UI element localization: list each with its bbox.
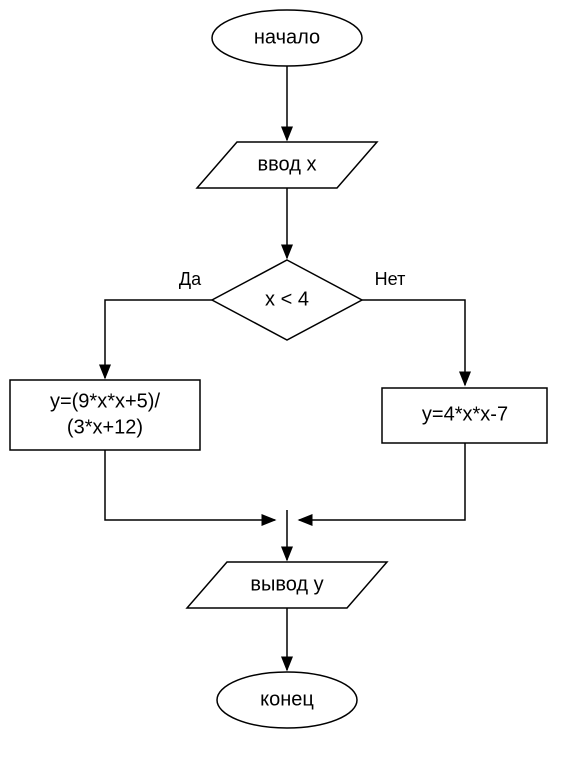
output-label: вывод y	[250, 573, 323, 595]
input-label: ввод x	[258, 153, 317, 175]
start-label: начало	[254, 26, 320, 48]
process-no-label: y=4*x*x-7	[422, 403, 508, 425]
yes-label: Да	[179, 269, 202, 289]
process-yes-label2: (3*x+12)	[67, 416, 143, 438]
edge-decision-no	[362, 300, 465, 385]
no-label: Нет	[375, 269, 406, 289]
end-label: конец	[260, 688, 314, 710]
edge-decision-yes	[105, 300, 212, 378]
process-yes-label1: y=(9*x*x+5)/	[50, 390, 160, 412]
decision-label: x < 4	[265, 288, 309, 310]
flowchart-svg: начало ввод x x < 4 Да Нет y=(9*x*x+5)/ …	[0, 0, 574, 758]
edge-yes-merge	[105, 450, 275, 520]
edge-no-merge	[299, 443, 465, 520]
